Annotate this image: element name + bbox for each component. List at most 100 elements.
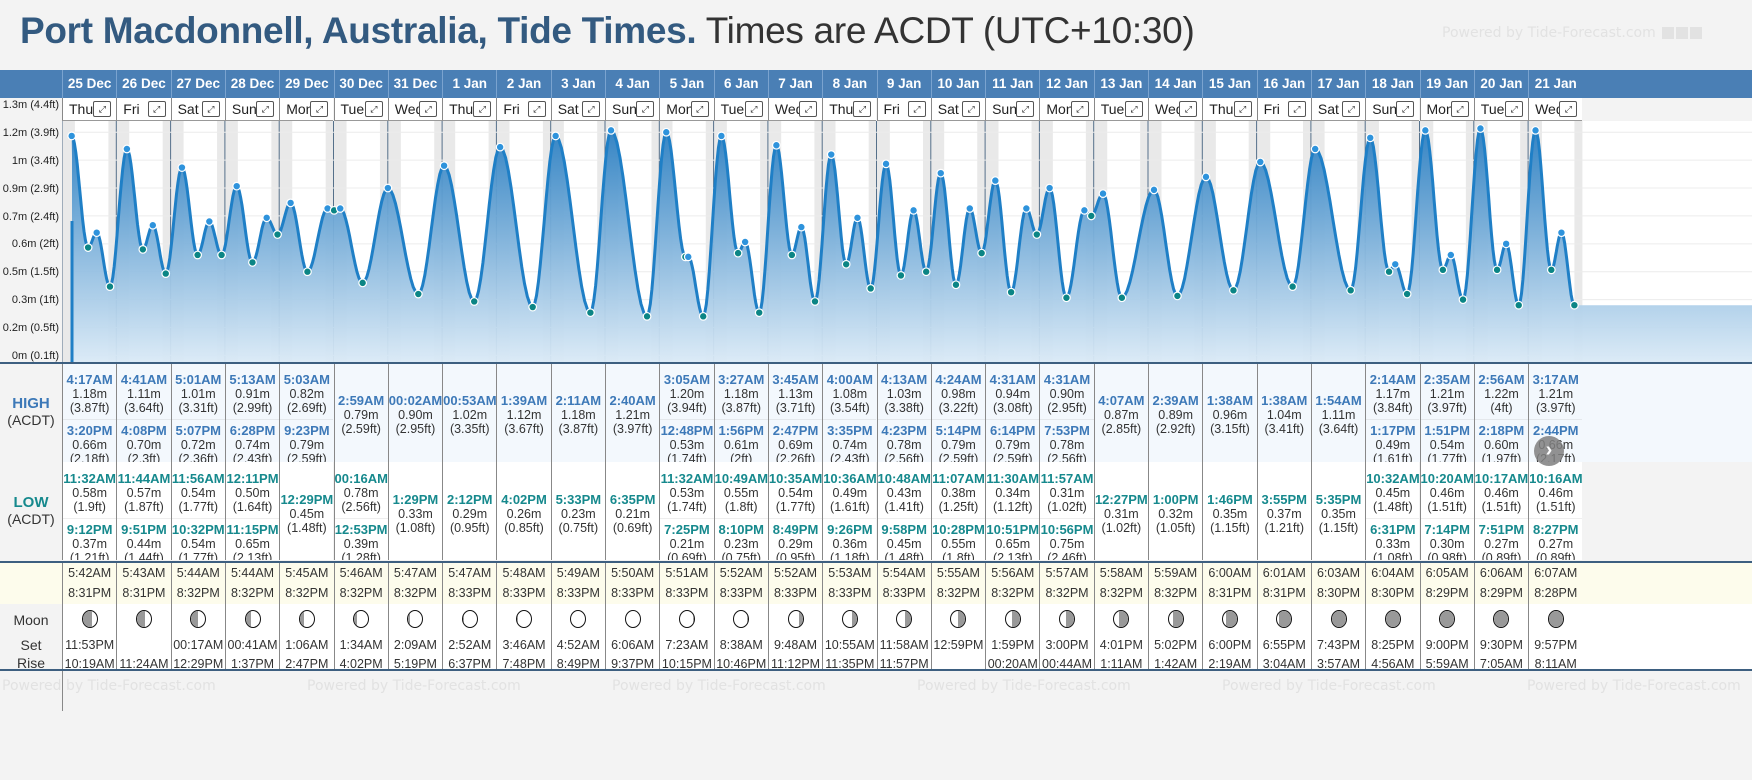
- low-tide-point[interactable]: [1006, 287, 1016, 297]
- high-tide-point[interactable]: [495, 142, 505, 152]
- high-tide-point[interactable]: [771, 140, 781, 150]
- high-tide-point[interactable]: [740, 237, 750, 247]
- high-tide-point[interactable]: [232, 181, 242, 191]
- expand-day-icon[interactable]: ⤢: [1450, 101, 1469, 117]
- low-tide-point[interactable]: [1086, 211, 1096, 221]
- low-tide-point[interactable]: [1402, 289, 1412, 299]
- high-tide-point[interactable]: [383, 183, 393, 193]
- low-tide-point[interactable]: [841, 259, 851, 269]
- high-tide-point[interactable]: [67, 131, 77, 141]
- low-tide-point[interactable]: [161, 269, 171, 278]
- high-tide-point[interactable]: [1079, 205, 1089, 215]
- high-tide-point[interactable]: [1201, 172, 1211, 182]
- high-tide-point[interactable]: [1390, 259, 1400, 269]
- expand-day-icon[interactable]: ⤢: [907, 101, 926, 117]
- low-tide-point[interactable]: [1229, 285, 1238, 295]
- high-tide-point[interactable]: [1365, 133, 1375, 143]
- expand-day-icon[interactable]: ⤢: [201, 101, 220, 117]
- expand-day-icon[interactable]: ⤢: [93, 101, 112, 117]
- high-tide-point[interactable]: [177, 163, 187, 172]
- high-tide-point[interactable]: [1446, 250, 1456, 260]
- low-tide-point[interactable]: [303, 267, 312, 277]
- low-tide-point[interactable]: [787, 250, 797, 260]
- low-tide-point[interactable]: [1062, 293, 1071, 303]
- expand-day-icon[interactable]: ⤢: [147, 101, 166, 117]
- low-tide-point[interactable]: [1438, 265, 1448, 275]
- high-tide-point[interactable]: [1531, 125, 1540, 135]
- high-tide-point[interactable]: [1310, 144, 1320, 154]
- low-tide-point[interactable]: [866, 284, 876, 293]
- high-tide-point[interactable]: [1098, 189, 1108, 198]
- high-tide-point[interactable]: [92, 228, 102, 238]
- high-tide-point[interactable]: [965, 204, 975, 213]
- low-tide-point[interactable]: [698, 311, 708, 321]
- high-tide-point[interactable]: [853, 213, 862, 223]
- low-tide-point[interactable]: [105, 282, 115, 292]
- next-arrow-button[interactable]: ›: [1534, 436, 1564, 466]
- high-tide-point[interactable]: [1476, 124, 1485, 133]
- low-tide-point[interactable]: [1569, 300, 1579, 310]
- low-tide-point[interactable]: [413, 289, 423, 299]
- high-tide-point[interactable]: [551, 131, 561, 141]
- low-tide-point[interactable]: [358, 278, 368, 288]
- low-tide-point[interactable]: [1032, 230, 1042, 239]
- expand-day-icon[interactable]: ⤢: [364, 101, 383, 117]
- expand-day-icon[interactable]: ⤢: [799, 101, 818, 117]
- expand-day-icon[interactable]: ⤢: [690, 101, 709, 117]
- high-tide-point[interactable]: [909, 205, 918, 215]
- low-tide-point[interactable]: [951, 280, 961, 290]
- low-tide-point[interactable]: [273, 230, 282, 239]
- expand-day-icon[interactable]: ⤢: [419, 101, 438, 117]
- low-tide-point[interactable]: [977, 248, 987, 258]
- high-tide-point[interactable]: [1045, 183, 1055, 193]
- high-tide-point[interactable]: [796, 222, 806, 232]
- expand-day-icon[interactable]: ⤢: [1233, 101, 1252, 117]
- high-tide-point[interactable]: [1557, 228, 1566, 238]
- high-tide-point[interactable]: [286, 198, 296, 208]
- expand-day-icon[interactable]: ⤢: [473, 101, 492, 117]
- high-tide-point[interactable]: [122, 144, 132, 154]
- expand-day-icon[interactable]: ⤢: [962, 101, 981, 117]
- expand-day-icon[interactable]: ⤢: [1505, 101, 1524, 117]
- high-tide-point[interactable]: [262, 213, 272, 223]
- high-tide-point[interactable]: [1420, 125, 1430, 135]
- high-tide-point[interactable]: [881, 159, 891, 169]
- high-tide-point[interactable]: [439, 161, 449, 171]
- low-tide-point[interactable]: [248, 258, 257, 267]
- low-tide-point[interactable]: [217, 250, 226, 260]
- expand-day-icon[interactable]: ⤢: [1396, 101, 1415, 117]
- expand-day-icon[interactable]: ⤢: [1342, 101, 1361, 117]
- low-tide-point[interactable]: [733, 248, 743, 258]
- high-tide-point[interactable]: [661, 127, 671, 137]
- expand-day-icon[interactable]: ⤢: [1016, 101, 1035, 117]
- high-tide-point[interactable]: [204, 217, 214, 226]
- high-tide-point[interactable]: [1501, 239, 1511, 249]
- low-tide-point[interactable]: [1384, 267, 1394, 277]
- expand-day-icon[interactable]: ⤢: [310, 101, 329, 117]
- low-tide-point[interactable]: [810, 297, 820, 306]
- low-tide-point[interactable]: [193, 250, 202, 260]
- high-tide-point[interactable]: [990, 176, 1000, 185]
- high-tide-point[interactable]: [148, 220, 158, 230]
- high-tide-point[interactable]: [717, 131, 726, 141]
- expand-day-icon[interactable]: ⤢: [636, 101, 655, 117]
- low-tide-point[interactable]: [1117, 293, 1127, 303]
- high-tide-point[interactable]: [683, 252, 693, 262]
- low-tide-point[interactable]: [1346, 285, 1356, 295]
- expand-day-icon[interactable]: ⤢: [1124, 101, 1143, 117]
- expand-day-icon[interactable]: ⤢: [1287, 101, 1306, 117]
- high-tide-point[interactable]: [1255, 157, 1265, 167]
- low-tide-point[interactable]: [586, 308, 595, 318]
- expand-day-icon[interactable]: ⤢: [1559, 101, 1578, 117]
- high-tide-point[interactable]: [606, 125, 616, 135]
- expand-day-icon[interactable]: ⤢: [1070, 101, 1089, 117]
- expand-day-icon[interactable]: ⤢: [1179, 101, 1198, 117]
- high-tide-point[interactable]: [936, 168, 946, 178]
- low-tide-point[interactable]: [1458, 295, 1468, 305]
- expand-day-icon[interactable]: ⤢: [581, 101, 600, 117]
- low-tide-point[interactable]: [754, 308, 764, 318]
- high-tide-point[interactable]: [335, 204, 345, 213]
- low-tide-point[interactable]: [528, 302, 538, 312]
- expand-day-icon[interactable]: ⤢: [256, 101, 275, 117]
- low-tide-point[interactable]: [469, 297, 479, 306]
